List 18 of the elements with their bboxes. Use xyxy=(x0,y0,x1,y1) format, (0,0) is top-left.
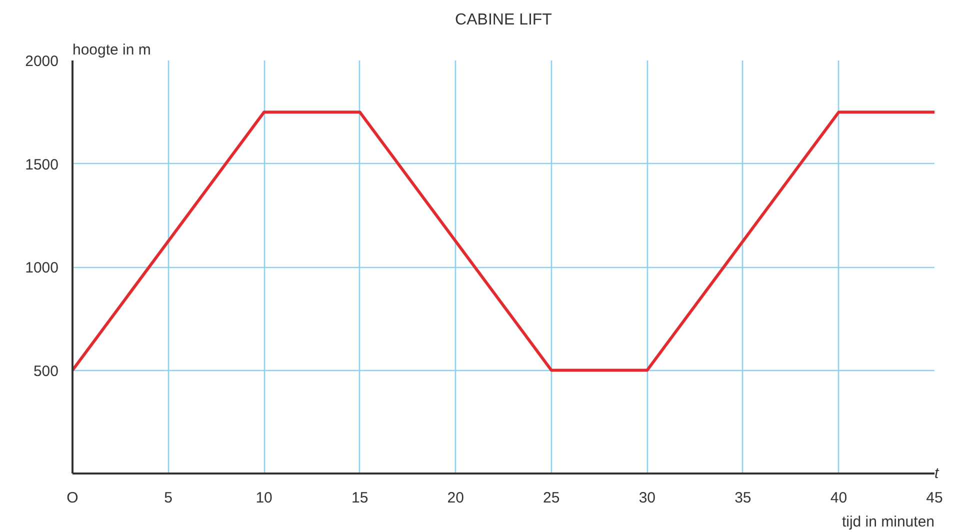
y-tick-label: 1500 xyxy=(25,156,59,174)
x-tick-label: 40 xyxy=(830,490,848,506)
x-tick-label: 15 xyxy=(351,490,368,506)
x-tick-label: 10 xyxy=(256,490,272,506)
y-tick-label: 1000 xyxy=(25,260,59,276)
x-tick-label: O xyxy=(66,490,78,506)
chart-title: CABINE LIFT xyxy=(455,12,552,28)
x-axis-title: tijd in minuten xyxy=(842,514,935,530)
x-tick-label: 25 xyxy=(543,490,560,506)
text: t xyxy=(934,465,940,482)
x-tick-label: 5 xyxy=(164,490,172,506)
x-tick-label: 35 xyxy=(734,490,752,506)
y-tick-label: 2000 xyxy=(25,53,59,70)
x-tick-label: 45 xyxy=(926,490,943,506)
y-axis-title: hoogte in m xyxy=(72,42,151,58)
y-tick-label: 500 xyxy=(33,362,59,380)
x-tick-label: 20 xyxy=(447,490,464,506)
x-tick-label: 30 xyxy=(638,490,656,506)
